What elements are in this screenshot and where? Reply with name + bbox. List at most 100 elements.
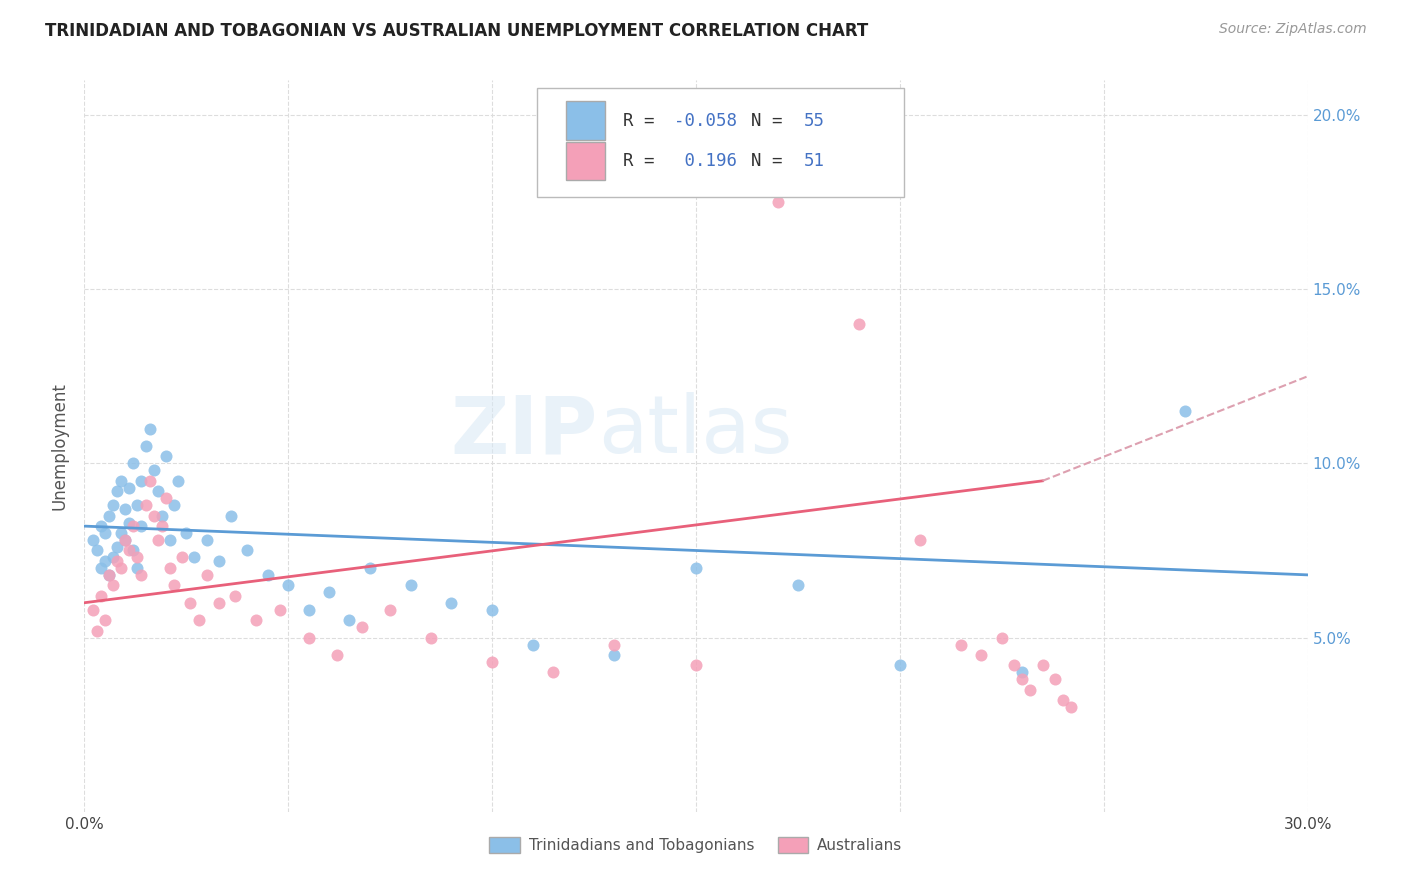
Point (105, 540, 128, 554)
Point (991, 631, 1014, 645)
Text: N =: N = (751, 152, 793, 169)
Point (122, 457, 145, 471)
FancyBboxPatch shape (567, 102, 606, 139)
Point (318, 585, 340, 599)
Point (224, 589, 246, 603)
Point (159, 533, 181, 547)
Point (269, 603, 291, 617)
Point (179, 596, 201, 610)
Point (380, 603, 402, 617)
Point (1011, 665, 1033, 680)
Point (219, 508, 242, 523)
Point (135, 498, 157, 512)
Point (135, 439, 157, 453)
Point (118, 516, 141, 530)
Point (150, 508, 173, 523)
Point (350, 620, 373, 634)
Point (105, 484, 128, 499)
Point (131, 519, 153, 533)
Point (603, 638, 626, 652)
Point (195, 533, 218, 547)
Point (848, 317, 870, 331)
Point (787, 578, 810, 592)
Point (114, 533, 136, 547)
Point (183, 550, 205, 565)
Point (150, 519, 173, 533)
Point (481, 655, 503, 669)
Point (97, 567, 120, 582)
Point (86, 543, 108, 558)
Point (101, 550, 124, 565)
Point (138, 421, 160, 435)
Point (122, 519, 145, 533)
Point (298, 631, 321, 645)
Point (195, 567, 218, 582)
Point (90, 519, 112, 533)
Point (481, 603, 503, 617)
FancyBboxPatch shape (567, 142, 606, 180)
Point (766, 195, 789, 210)
Y-axis label: Unemployment: Unemployment (51, 382, 69, 510)
Point (163, 578, 186, 592)
Point (236, 543, 259, 558)
Point (118, 543, 141, 558)
Text: R =: R = (623, 152, 665, 169)
Point (245, 613, 267, 627)
Point (1043, 673, 1066, 687)
Point (90, 589, 112, 603)
Point (339, 613, 361, 627)
Point (603, 648, 626, 662)
Point (187, 613, 209, 627)
Point (167, 474, 190, 488)
Point (174, 526, 197, 541)
Point (90, 561, 112, 575)
Point (543, 665, 565, 680)
Point (122, 543, 145, 558)
Point (101, 578, 124, 592)
Point (131, 474, 153, 488)
Point (522, 638, 544, 652)
Text: TRINIDADIAN AND TOBAGONIAN VS AUSTRALIAN UNEMPLOYMENT CORRELATION CHART: TRINIDADIAN AND TOBAGONIAN VS AUSTRALIAN… (45, 22, 869, 40)
Point (97, 508, 120, 523)
Point (146, 533, 169, 547)
Point (93, 526, 115, 541)
Point (82, 533, 104, 547)
Point (277, 578, 299, 592)
Point (208, 596, 231, 610)
Point (114, 533, 136, 547)
Text: Source: ZipAtlas.com: Source: ZipAtlas.com (1219, 22, 1367, 37)
Point (440, 596, 463, 610)
Point (359, 561, 381, 575)
Point (101, 498, 124, 512)
Point (138, 474, 160, 488)
Point (142, 508, 165, 523)
Point (110, 474, 132, 488)
Text: atlas: atlas (598, 392, 793, 470)
Point (399, 578, 422, 592)
Point (1174, 404, 1197, 418)
Point (298, 603, 321, 617)
Point (1032, 658, 1054, 673)
Point (159, 561, 181, 575)
Point (685, 658, 707, 673)
Point (163, 498, 186, 512)
Legend: Trinidadians and Tobagonians, Australians: Trinidadians and Tobagonians, Australian… (484, 830, 908, 859)
FancyBboxPatch shape (537, 87, 904, 197)
Text: 55: 55 (804, 112, 824, 129)
Point (127, 498, 149, 512)
Point (155, 450, 177, 464)
Point (97, 567, 120, 582)
Point (1002, 658, 1025, 673)
Point (1052, 693, 1074, 707)
Point (1011, 673, 1033, 687)
Point (1060, 700, 1083, 714)
Point (110, 526, 132, 541)
Point (86, 624, 108, 638)
Point (118, 481, 141, 495)
Point (142, 463, 165, 477)
Point (970, 648, 993, 662)
Text: ZIP: ZIP (451, 392, 598, 470)
Point (146, 484, 169, 499)
Point (326, 648, 349, 662)
Text: 51: 51 (804, 152, 824, 169)
